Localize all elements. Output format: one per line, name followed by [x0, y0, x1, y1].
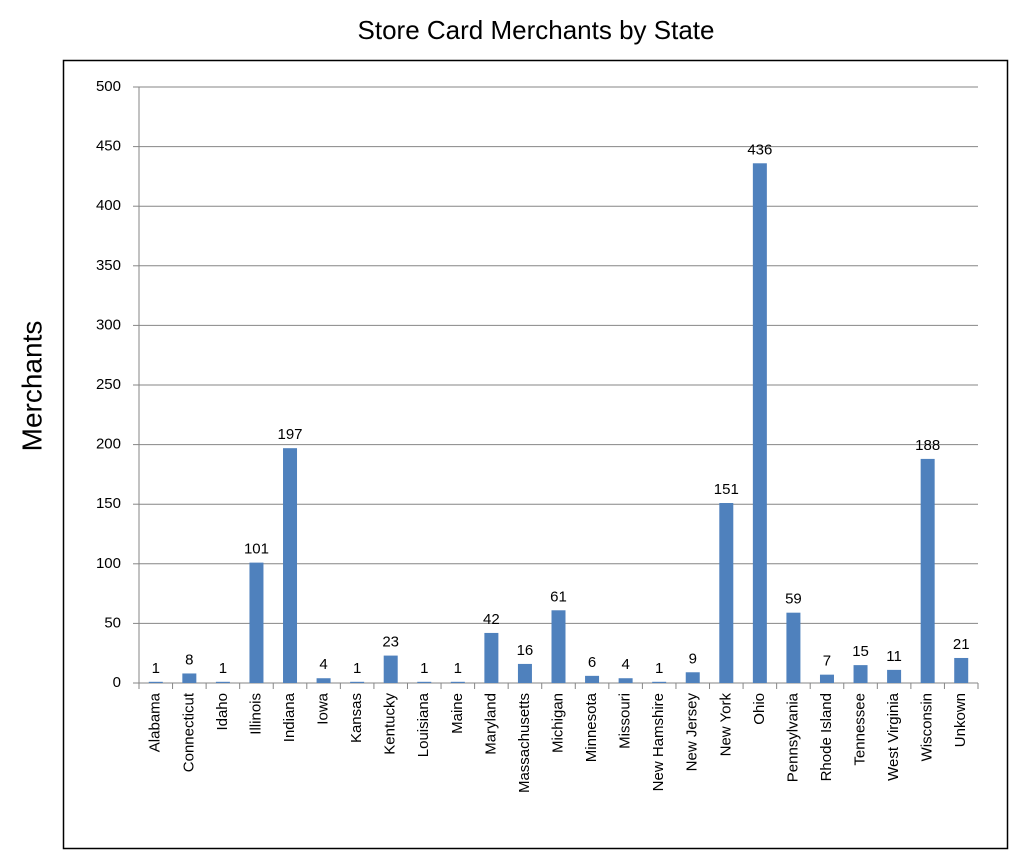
bar [719, 503, 734, 683]
data-label: 1 [655, 660, 663, 677]
x-tick-label: New Hamshire [650, 693, 667, 791]
y-tick-label: 100 [96, 555, 121, 572]
data-label: 436 [747, 141, 772, 158]
x-tick-label: Michigan [549, 693, 566, 753]
data-label: 61 [550, 588, 567, 605]
data-label: 4 [319, 656, 327, 673]
bar [585, 675, 600, 683]
x-tick-label: Illinois [247, 693, 264, 735]
bar [316, 678, 331, 683]
data-label: 42 [483, 611, 500, 628]
data-label: 101 [244, 541, 269, 558]
x-tick-label: Alabama [147, 692, 164, 752]
y-tick-label: 0 [113, 674, 121, 691]
bar [484, 632, 499, 683]
y-tick-label: 350 [96, 257, 121, 274]
x-tick-label: New York [717, 693, 734, 757]
data-label: 59 [785, 591, 802, 608]
bar [954, 657, 969, 683]
data-label: 1 [353, 660, 361, 677]
data-label: 23 [382, 634, 399, 651]
data-label: 1 [420, 660, 428, 677]
x-tick-label: Massachusetts [516, 693, 533, 793]
data-label: 6 [588, 654, 596, 671]
data-label: 15 [852, 643, 869, 660]
bar [148, 681, 163, 683]
bar [819, 674, 834, 683]
x-tick-label: Connecticut [180, 692, 197, 772]
x-tick-label: Maryland [482, 693, 499, 755]
chart-border [62, 59, 1009, 850]
x-tick-label: Maine [449, 693, 466, 734]
x-tick-label: New Jersey [684, 693, 701, 772]
data-label: 197 [278, 426, 303, 443]
x-tick-label: Rhode Island [818, 693, 835, 781]
bar [920, 458, 935, 683]
x-tick-label: Louisiana [415, 692, 432, 757]
y-tick-label: 200 [96, 436, 121, 453]
bar [182, 673, 197, 683]
y-tick-label: 50 [104, 614, 121, 631]
bar [752, 163, 767, 684]
data-label: 7 [823, 653, 831, 670]
x-tick-label: Indiana [281, 692, 298, 742]
data-label: 1 [152, 660, 160, 677]
x-tick-label: Iowa [315, 692, 332, 724]
y-tick-label: 250 [96, 376, 121, 393]
bar [786, 612, 801, 683]
bar [887, 669, 902, 683]
x-tick-label: Kansas [348, 693, 365, 743]
x-tick-label: Ohio [751, 693, 768, 725]
data-label: 188 [915, 437, 940, 454]
bar [652, 681, 667, 683]
y-tick-label: 500 [96, 78, 121, 95]
bar [350, 681, 365, 683]
bar [450, 681, 465, 683]
y-tick-label: 450 [96, 138, 121, 155]
x-tick-label: Tennessee [852, 693, 869, 766]
data-label: 4 [621, 656, 629, 673]
bar [551, 610, 566, 683]
data-label: 21 [953, 636, 970, 653]
x-tick-label: Kentucky [382, 693, 399, 755]
data-label: 1 [454, 660, 462, 677]
y-tick-label: 400 [96, 197, 121, 214]
data-label: 1 [219, 660, 227, 677]
bar [283, 448, 298, 683]
bar [853, 665, 868, 683]
bar [383, 655, 398, 683]
x-tick-label: Missouri [617, 693, 634, 749]
x-tick-label: Idaho [214, 693, 231, 731]
bar [685, 672, 700, 683]
x-tick-label: Minnesota [583, 692, 600, 762]
y-tick-label: 150 [96, 495, 121, 512]
bar [618, 678, 633, 683]
x-tick-label: Unkown [952, 693, 969, 747]
x-tick-label: Wisconsin [919, 693, 936, 761]
bar [417, 681, 432, 683]
bar [215, 681, 230, 683]
data-label: 11 [886, 648, 902, 665]
x-tick-label: West Virginia [885, 692, 902, 780]
y-axis-label: Merchants [16, 321, 47, 452]
y-tick-label: 300 [96, 316, 121, 333]
x-tick-label: Pennsylvania [784, 692, 801, 782]
data-label: 9 [689, 650, 697, 667]
bar [517, 663, 532, 683]
data-label: 151 [714, 481, 739, 498]
data-label: 8 [185, 651, 193, 668]
data-label: 16 [517, 642, 534, 659]
bar [249, 562, 264, 683]
chart-title: Store Card Merchants by State [358, 15, 715, 45]
